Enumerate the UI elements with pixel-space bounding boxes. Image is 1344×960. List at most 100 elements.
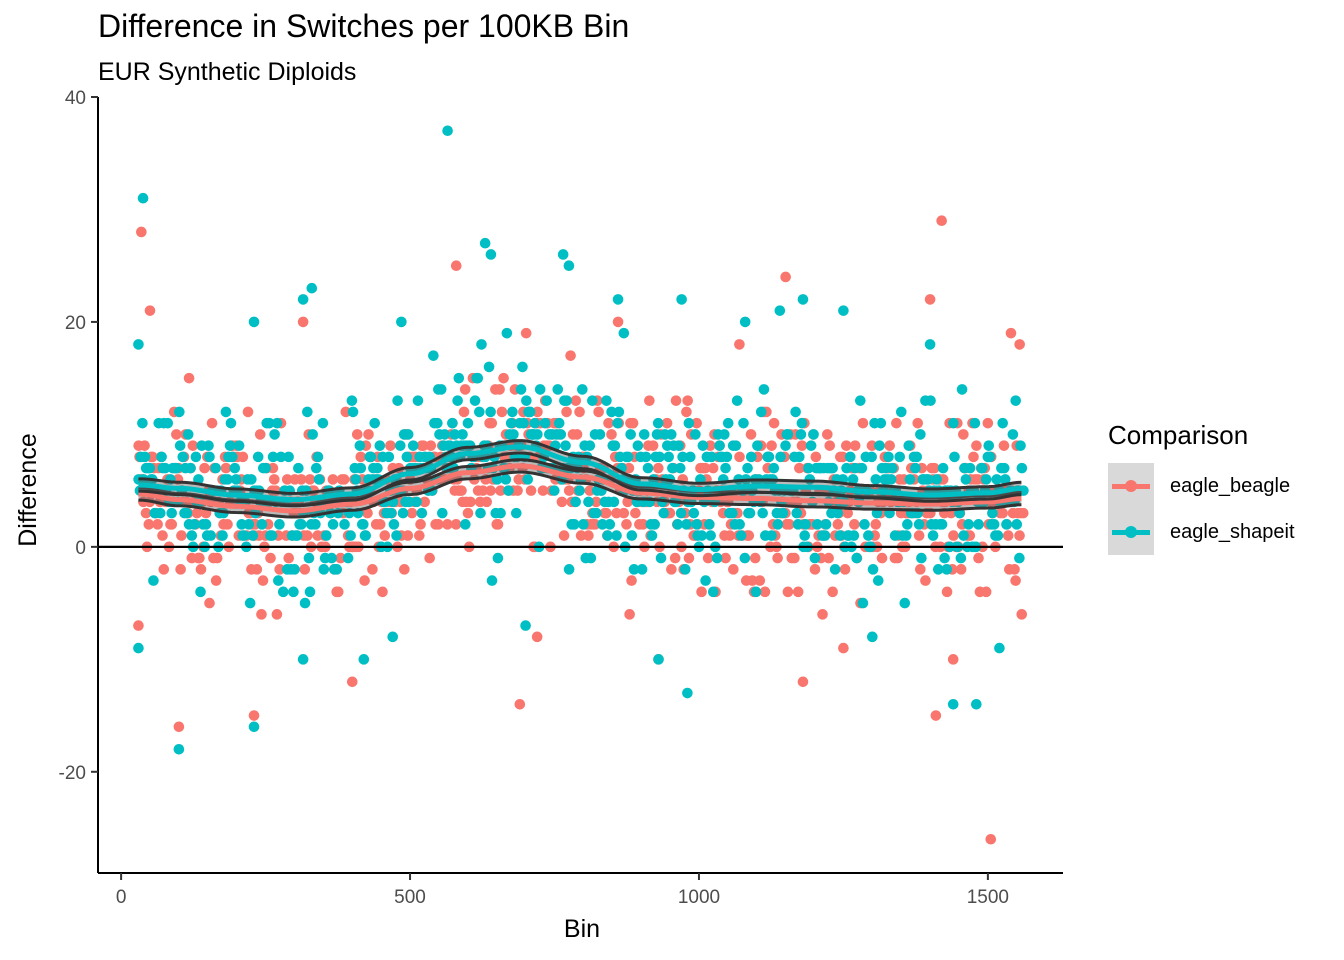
data-point — [210, 575, 222, 586]
data-point — [980, 586, 992, 598]
data-point — [335, 552, 346, 564]
data-point — [810, 451, 822, 463]
data-point — [204, 597, 215, 609]
data-point — [623, 462, 635, 474]
data-point — [738, 417, 749, 429]
data-point — [644, 395, 655, 406]
data-point — [347, 406, 359, 418]
data-point — [997, 507, 1009, 519]
data-point — [512, 485, 523, 496]
data-point — [863, 530, 874, 541]
data-point — [155, 507, 166, 519]
data-point — [589, 519, 601, 530]
data-point — [866, 451, 877, 463]
data-point — [666, 564, 677, 575]
data-point — [532, 429, 543, 440]
data-point — [839, 564, 851, 575]
data-point — [682, 395, 693, 406]
data-point — [577, 384, 588, 395]
data-point — [552, 384, 564, 395]
data-point — [704, 519, 715, 530]
data-point — [277, 586, 289, 598]
data-point — [474, 406, 485, 418]
data-point — [402, 429, 414, 440]
data-point — [185, 462, 196, 474]
data-point — [829, 564, 841, 575]
data-point — [435, 384, 447, 395]
smooth-line-eagle_shapeit — [138, 444, 1022, 503]
data-point — [590, 496, 602, 508]
data-point — [817, 609, 828, 620]
data-point — [625, 429, 636, 440]
x-tick-label: 0 — [116, 887, 127, 908]
data-point — [730, 440, 742, 451]
data-point — [916, 552, 927, 564]
data-point — [269, 429, 280, 440]
data-point — [291, 530, 303, 541]
data-point — [374, 440, 386, 451]
data-point — [728, 564, 739, 575]
y-axis-ticks: -20 0 20 40 — [59, 88, 98, 784]
data-point — [987, 507, 998, 519]
data-point — [808, 429, 819, 440]
legend-item-eagle-shapeit: eagle_shapeit — [1108, 509, 1295, 555]
data-point — [739, 552, 751, 564]
data-point — [999, 474, 1011, 485]
data-point — [1017, 507, 1029, 519]
data-point — [591, 507, 602, 519]
data-point — [655, 552, 667, 564]
outlier-point — [173, 743, 185, 755]
data-point — [492, 519, 504, 530]
data-point — [521, 395, 532, 406]
data-point — [182, 429, 194, 440]
data-point — [672, 519, 683, 530]
data-point — [1015, 440, 1026, 451]
data-point — [600, 507, 612, 519]
data-point — [847, 474, 859, 485]
data-point — [449, 429, 461, 440]
data-point — [876, 552, 888, 564]
data-point — [653, 462, 664, 474]
data-point — [681, 519, 692, 530]
data-point — [941, 564, 953, 575]
outlier-point — [676, 294, 687, 305]
data-point — [1002, 530, 1014, 541]
data-point — [583, 496, 594, 508]
outlier-point — [1005, 327, 1017, 339]
data-point — [636, 564, 648, 575]
data-point — [667, 462, 678, 474]
data-point — [777, 507, 789, 519]
x-tick-label: 500 — [394, 887, 426, 908]
data-point — [584, 440, 596, 451]
y-tick-label: -20 — [59, 763, 86, 784]
data-point — [233, 440, 245, 451]
data-point — [584, 485, 596, 496]
outlier-point — [346, 676, 358, 688]
data-point — [699, 462, 711, 474]
outlier-point — [387, 631, 399, 643]
data-point — [867, 564, 879, 575]
data-point — [688, 507, 700, 519]
data-point — [293, 462, 304, 474]
data-point — [383, 451, 395, 463]
data-point — [412, 395, 424, 406]
data-point — [339, 519, 350, 530]
legend-key-eagle-shapeit — [1108, 509, 1154, 555]
data-point — [1011, 519, 1023, 530]
y-tick-label: 40 — [65, 88, 86, 109]
data-point — [896, 406, 907, 418]
data-point — [411, 496, 422, 508]
data-point — [759, 586, 771, 598]
data-point — [892, 552, 903, 564]
data-point — [608, 496, 620, 508]
data-point — [485, 485, 496, 496]
data-point — [673, 440, 684, 451]
data-point — [152, 519, 163, 530]
data-point — [992, 530, 1004, 541]
data-point — [874, 440, 885, 451]
data-point — [796, 440, 808, 451]
data-point — [394, 440, 406, 451]
data-point — [362, 507, 373, 519]
data-point — [870, 474, 882, 485]
outlier-point — [358, 654, 370, 665]
